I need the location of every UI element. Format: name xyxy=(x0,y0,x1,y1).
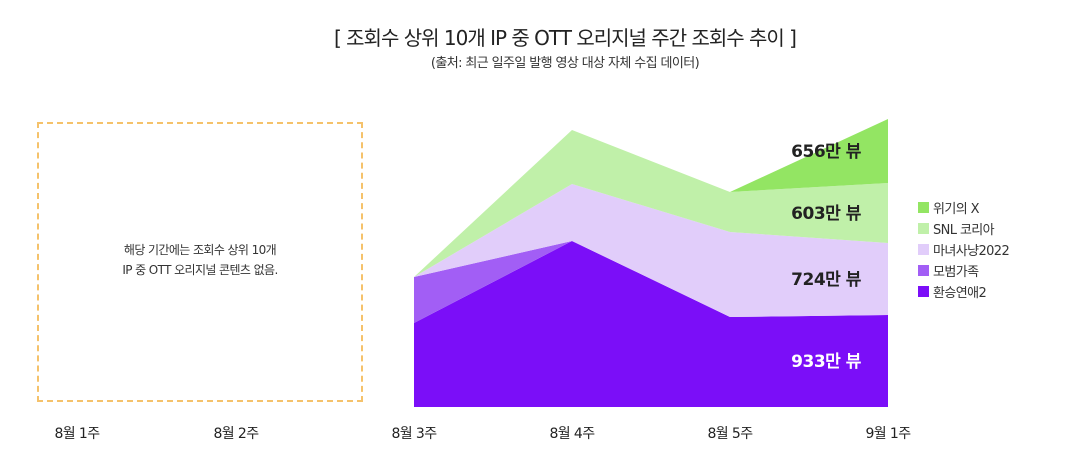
data-label-환승연애2: 933만 뷰 xyxy=(791,352,862,372)
chart-subtitle: (출처: 최근 일주일 발행 영상 대상 자체 수집 데이터) xyxy=(430,56,700,71)
x-tick-label: 9월 1주 xyxy=(865,426,911,442)
legend-label: 환승연애2 xyxy=(933,286,987,301)
area-모범가족 xyxy=(414,241,888,323)
x-tick-label: 8월 2주 xyxy=(213,426,259,442)
x-tick-label: 8월 5주 xyxy=(707,426,753,442)
legend-swatch xyxy=(918,286,929,297)
data-label-마녀사냥2022: 724만 뷰 xyxy=(791,270,862,290)
x-tick-label: 8월 4주 xyxy=(549,426,595,442)
no-data-line-1: 해당 기간에는 조회수 상위 10개 xyxy=(123,243,277,257)
legend-item-마녀사냥2022: 마녀사냥2022 xyxy=(918,239,1010,260)
legend-item-환승연애2: 환승연애2 xyxy=(918,281,1009,302)
no-data-line-2: IP 중 OTT 오리지널 콘텐츠 없음. xyxy=(122,263,278,277)
x-tick-label: 8월 3주 xyxy=(391,426,437,442)
legend-item-위기의-x: 위기의 X xyxy=(918,197,1009,218)
legend-swatch xyxy=(918,202,929,213)
area-마녀사냥2022 xyxy=(414,184,888,317)
legend-label: 위기의 X xyxy=(933,202,980,217)
no-data-placeholder: 해당 기간에는 조회수 상위 10개 IP 중 OTT 오리지널 콘텐츠 없음. xyxy=(37,122,363,402)
data-label-snl-코리아: 603만 뷰 xyxy=(791,204,862,224)
chart-title: [ 조회수 상위 10개 IP 중 OTT 오리지널 주간 조회수 추이 ] xyxy=(334,26,797,50)
legend-item-모범가족: 모범가족 xyxy=(918,260,1009,281)
data-label-위기의-x: 656만 뷰 xyxy=(791,142,862,162)
x-tick-label: 8월 1주 xyxy=(54,426,100,442)
legend-label: 모범가족 xyxy=(933,265,979,280)
legend-label: SNL 코리아 xyxy=(933,223,995,238)
area-snl-코리아 xyxy=(414,130,888,277)
legend-label: 마녀사냥2022 xyxy=(933,244,1010,259)
legend-swatch xyxy=(918,223,929,234)
no-data-message: 해당 기간에는 조회수 상위 10개 IP 중 OTT 오리지널 콘텐츠 없음. xyxy=(39,240,361,280)
legend-item-snl-코리아: SNL 코리아 xyxy=(918,218,1009,239)
legend-swatch xyxy=(918,265,929,276)
legend-swatch xyxy=(918,244,929,255)
area-환승연애2 xyxy=(414,241,888,407)
